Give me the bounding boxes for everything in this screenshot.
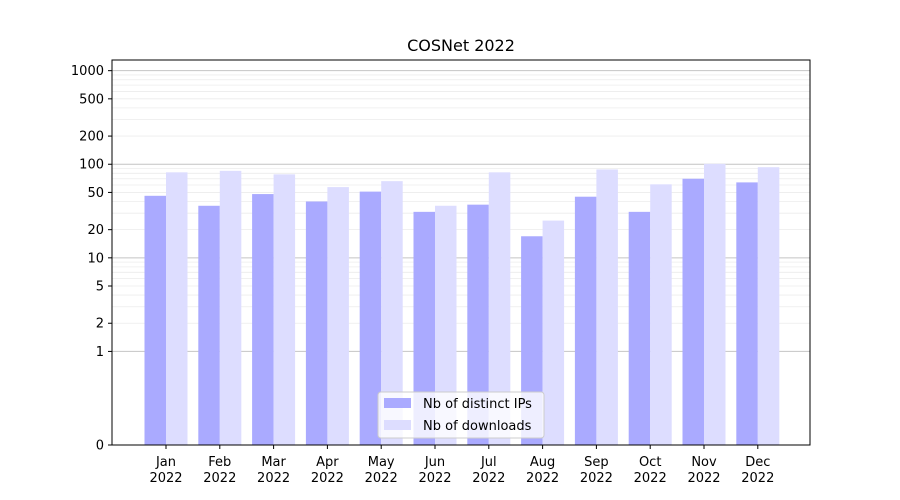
x-tick-label: May 2022	[365, 455, 398, 486]
bar-distinct-ips	[198, 205, 220, 445]
bar-downloads	[381, 181, 403, 445]
y-tick-label: 50	[87, 186, 104, 201]
bar-distinct-ips	[736, 182, 758, 445]
legend: Nb of distinct IPs Nb of downloads	[377, 391, 545, 439]
bars-layer	[144, 163, 780, 446]
x-tick-label: Jan 2022	[149, 455, 182, 486]
bar-distinct-ips	[144, 195, 166, 445]
bar-downloads	[596, 169, 618, 446]
x-tick-label: Aug 2022	[526, 455, 559, 486]
legend-label-downloads: Nb of downloads	[423, 419, 532, 434]
bar-downloads	[542, 220, 565, 445]
x-tick-label: Jun 2022	[418, 455, 451, 486]
bar-downloads	[757, 167, 780, 446]
y-tick-label: 1	[96, 345, 104, 360]
bar-distinct-ips	[628, 211, 651, 445]
bar-distinct-ips	[305, 201, 328, 445]
y-tick-label: 1000	[71, 64, 104, 79]
legend-swatch-distinct-ips	[384, 398, 411, 408]
x-tick-label: Mar 2022	[257, 455, 290, 486]
y-tick-label: 500	[79, 92, 104, 107]
y-tick-label: 20	[87, 223, 104, 238]
x-tick-label: Apr 2022	[311, 455, 344, 486]
chart-title: COSNet 2022	[407, 36, 515, 55]
legend-box	[377, 391, 545, 439]
plot-frame	[111, 59, 811, 446]
y-tick-label: 0	[96, 439, 104, 454]
bar-downloads	[273, 174, 296, 445]
x-axis: Jan 2022 Feb 2022 Mar 2022 Apr 2022 May 2022 Jun 20…	[149, 445, 774, 486]
bar-downloads	[219, 170, 242, 446]
y-tick-label: 5	[96, 280, 104, 295]
y-tick-label: 10	[87, 251, 104, 266]
bar-distinct-ips	[413, 211, 435, 445]
x-tick-label: Oct 2022	[634, 455, 667, 486]
x-tick-label: Jul 2022	[472, 455, 505, 486]
bar-downloads	[166, 172, 188, 446]
bar-distinct-ips	[574, 196, 597, 445]
bar-distinct-ips	[359, 191, 382, 445]
legend-swatch-downloads	[384, 420, 411, 430]
y-tick-label: 2	[96, 317, 104, 332]
bar-distinct-ips	[252, 194, 274, 445]
bar-downloads	[435, 205, 457, 445]
bar-distinct-ips	[682, 178, 704, 446]
bar-downloads	[704, 163, 726, 445]
legend-label-distinct-ips: Nb of distinct IPs	[423, 397, 532, 412]
x-tick-label: Dec 2022	[741, 455, 774, 486]
x-tick-label: Nov 2022	[687, 455, 720, 486]
x-tick-label: Feb 2022	[203, 455, 236, 486]
x-tick-label: Sep 2022	[580, 455, 613, 486]
bar-downloads	[650, 184, 672, 445]
y-tick-label: 100	[79, 158, 104, 173]
y-tick-label: 200	[79, 130, 104, 145]
y-axis: 0 1 2 5 10 20 50 100 200 500 1000	[71, 64, 112, 454]
bar-distinct-ips	[467, 204, 489, 445]
bar-downloads	[488, 172, 511, 446]
bar-downloads	[327, 187, 349, 445]
